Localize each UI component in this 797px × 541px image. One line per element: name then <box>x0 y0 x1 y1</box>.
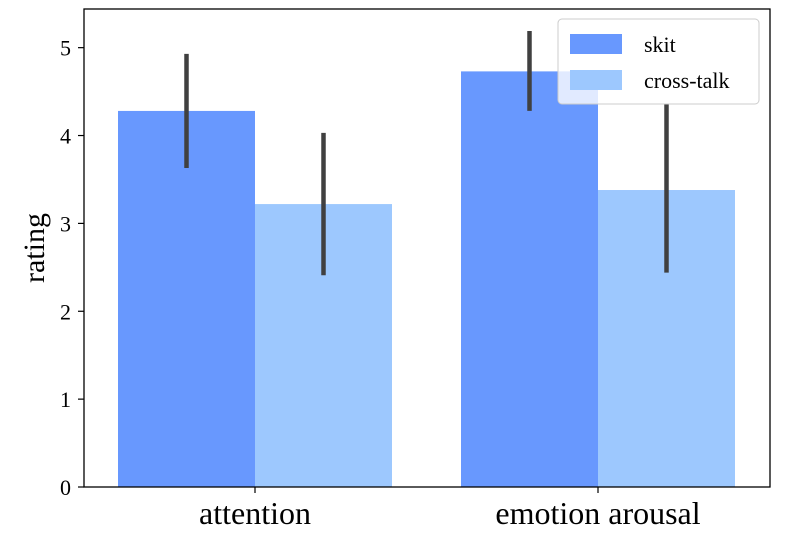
x-tick-label: emotion arousal <box>495 495 700 531</box>
x-tick-label: attention <box>199 495 311 531</box>
error-bars-layer <box>184 30 669 276</box>
y-tick-label: 4 <box>60 124 71 149</box>
bar-skit-emotion-arousal <box>461 71 598 487</box>
legend: skit cross-talk <box>557 18 760 105</box>
bar-skit-attention <box>118 110 255 488</box>
legend-swatch-cross-talk <box>570 70 622 90</box>
legend-label-skit: skit <box>644 32 676 57</box>
legend-label-cross-talk: cross-talk <box>644 68 730 93</box>
plot-frame <box>83 8 771 488</box>
y-tick-label: 5 <box>60 36 71 61</box>
y-tick-label: 2 <box>60 299 71 324</box>
y-tick-label: 3 <box>60 211 71 236</box>
bars-layer <box>118 71 735 488</box>
legend-swatch-skit <box>570 34 622 54</box>
x-axis: attention emotion arousal <box>199 487 701 531</box>
y-tick-label: 0 <box>60 475 71 500</box>
y-axis: 0 1 2 3 4 5 <box>60 36 84 500</box>
y-axis-label: rating <box>18 213 51 283</box>
y-tick-label: 1 <box>60 387 71 412</box>
